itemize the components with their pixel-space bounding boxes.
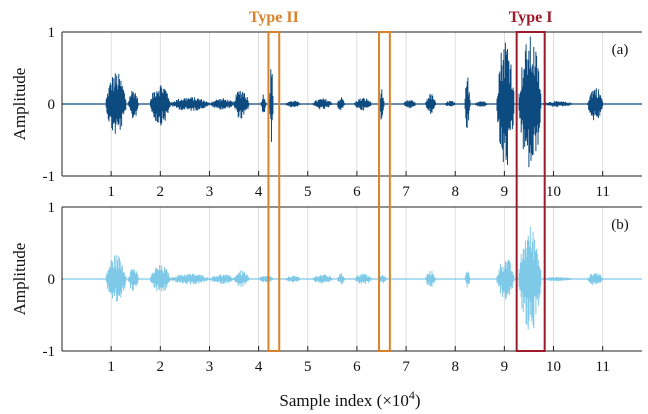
y-tick-label: 0 bbox=[48, 272, 56, 288]
x-tick-label: 4 bbox=[255, 359, 263, 375]
waveform-segment bbox=[518, 226, 542, 330]
y-tick-label: -1 bbox=[43, 344, 56, 360]
y-tick-label: 1 bbox=[48, 25, 56, 41]
waveform-segment bbox=[209, 98, 235, 110]
waveform-segment bbox=[260, 94, 267, 113]
x-tick-label: 1 bbox=[107, 184, 115, 200]
waveform-segment bbox=[285, 275, 301, 283]
waveform-segment bbox=[127, 268, 139, 291]
x-tick-label: 7 bbox=[402, 359, 410, 375]
panel-tag: (a) bbox=[612, 42, 629, 58]
waveform-segment bbox=[464, 271, 471, 288]
waveform-segment bbox=[378, 275, 387, 284]
panel-tag: (b) bbox=[611, 217, 629, 233]
y-tick-label: -1 bbox=[43, 169, 56, 185]
y-tick-label: 0 bbox=[48, 97, 56, 113]
waveform-segment bbox=[518, 36, 542, 168]
highlight-region-label: Type I bbox=[509, 9, 553, 26]
x-tick-label: 8 bbox=[451, 184, 459, 200]
x-tick-label: 11 bbox=[595, 359, 609, 375]
highlight-regions-layer: Type II Type I bbox=[249, 9, 553, 352]
x-tick-label: 11 bbox=[595, 184, 609, 200]
waveform-segment bbox=[464, 77, 471, 128]
waveform-segment bbox=[336, 97, 345, 111]
x-tick-label: 4 bbox=[255, 184, 263, 200]
x-tick-label: 9 bbox=[501, 359, 509, 375]
waveform-segment bbox=[233, 270, 250, 287]
y-axis-label: Amplitude bbox=[10, 68, 29, 141]
waveform-segment bbox=[354, 98, 372, 111]
waveform-segment bbox=[150, 85, 171, 126]
waveform-segment bbox=[169, 97, 210, 111]
x-axis-label-exponent: 4 bbox=[409, 388, 415, 402]
y-tick-label: 1 bbox=[48, 200, 56, 216]
waveform-segment bbox=[150, 265, 171, 292]
waveform-segment bbox=[354, 273, 372, 284]
waveform-segment bbox=[587, 88, 604, 121]
x-axis-label: Sample index (×104) bbox=[279, 388, 420, 410]
x-tick-label: 2 bbox=[157, 359, 165, 375]
x-axis-label-close: ) bbox=[415, 391, 421, 410]
highlight-region-box bbox=[515, 31, 546, 352]
x-tick-label: 2 bbox=[157, 184, 165, 200]
highlight-region-box bbox=[378, 31, 391, 352]
waveform-segment bbox=[425, 93, 436, 114]
waveform-segment bbox=[169, 273, 210, 285]
x-tick-label: 6 bbox=[353, 184, 361, 200]
highlight-region-box bbox=[267, 31, 281, 352]
waveform-segment bbox=[268, 69, 274, 142]
x-axis-label-main: Sample index (×10 bbox=[279, 391, 409, 410]
x-tick-label: 6 bbox=[353, 359, 361, 375]
waveform-segment bbox=[403, 100, 416, 109]
x-tick-label: 1 bbox=[107, 359, 115, 375]
x-tick-label: 10 bbox=[546, 184, 561, 200]
x-tick-label: 3 bbox=[206, 184, 214, 200]
highlight-region-label: Type II bbox=[249, 9, 299, 26]
waveform-segment bbox=[209, 274, 235, 284]
x-tick-label: 9 bbox=[501, 184, 509, 200]
waveform-segment bbox=[587, 273, 604, 286]
waveform-segment bbox=[474, 101, 488, 107]
waveform-segment bbox=[425, 270, 436, 287]
waveform-segment bbox=[540, 101, 574, 107]
x-tick-label: 8 bbox=[451, 359, 459, 375]
waveform-segment bbox=[127, 91, 139, 119]
waveform-segment bbox=[258, 276, 274, 283]
x-tick-label: 5 bbox=[304, 359, 312, 375]
waveform-segment bbox=[312, 274, 333, 284]
x-tick-label: 3 bbox=[206, 359, 214, 375]
waveform-segment bbox=[540, 277, 574, 282]
waveform-segment bbox=[444, 100, 456, 107]
waveform-segment bbox=[312, 98, 333, 110]
y-axis-label: Amplitude bbox=[10, 243, 29, 316]
waveform-segment bbox=[105, 254, 127, 302]
x-tick-label: 5 bbox=[304, 184, 312, 200]
waveform-segment bbox=[105, 73, 127, 134]
waveform-segment bbox=[496, 259, 515, 300]
waveform-segment bbox=[233, 91, 250, 119]
waveform-segment bbox=[336, 273, 345, 285]
x-tick-label: 10 bbox=[546, 359, 561, 375]
waveform-segment bbox=[496, 42, 515, 165]
x-tick-label: 7 bbox=[402, 184, 410, 200]
waveform-segment bbox=[285, 100, 301, 108]
